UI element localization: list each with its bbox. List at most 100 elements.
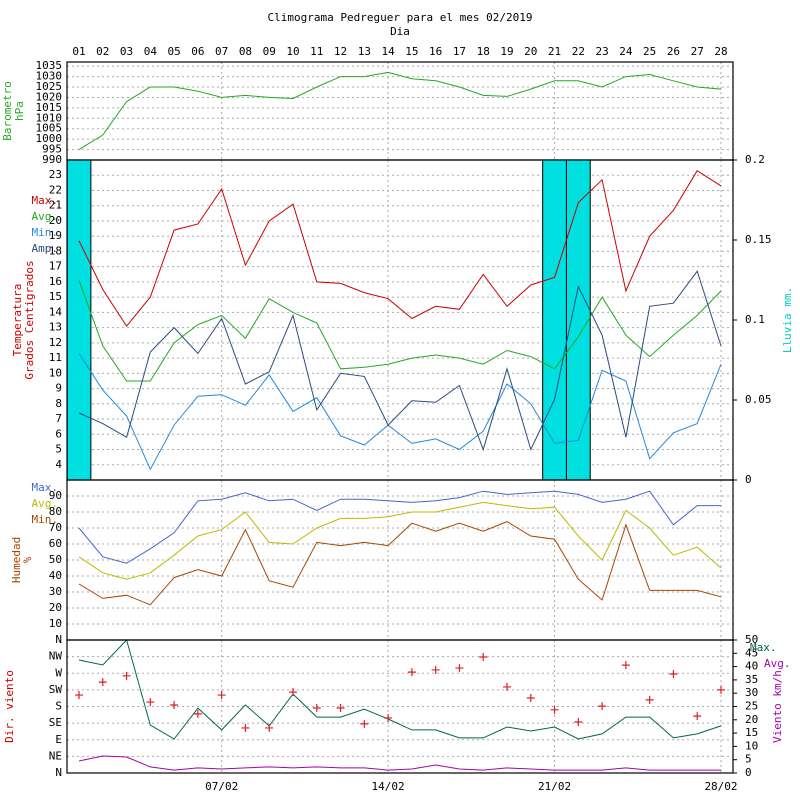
wind-direction-mark: [693, 712, 702, 721]
y-tick-label: 21: [49, 199, 62, 212]
y-tick-label: 60: [49, 537, 62, 550]
day-label: 20: [524, 45, 537, 58]
y2-tick-label: 45: [745, 646, 758, 659]
day-label: 03: [120, 45, 133, 58]
day-label: 11: [310, 45, 323, 58]
day-label: 28: [714, 45, 727, 58]
y-tick-label: 1010: [36, 111, 63, 124]
y-tick-label: 1035: [36, 59, 63, 72]
wind-direction-mark: [645, 695, 654, 704]
legend-entry: Max.: [32, 194, 59, 207]
chart-subtitle: Dia: [390, 25, 410, 38]
wind-direction-mark: [241, 723, 250, 732]
y-tick-label: 20: [49, 601, 62, 614]
wind-direction-mark: [217, 691, 226, 700]
day-label: 27: [691, 45, 704, 58]
y-axis-label: Temperatura: [11, 284, 24, 357]
y2-tick-label: 25: [745, 700, 758, 713]
series-line: [78, 270, 722, 452]
y-tick-label: 20: [49, 214, 62, 227]
y-tick-label: NE: [49, 749, 62, 762]
wind-direction-mark: [193, 709, 202, 718]
y-tick-label: 1000: [36, 132, 63, 145]
day-label: 06: [191, 45, 204, 58]
wind-direction-mark: [265, 723, 274, 732]
legend-entry: Min.: [32, 226, 59, 239]
y-axis-label: Barometro: [1, 81, 14, 141]
wind-direction-mark: [407, 668, 416, 677]
y2-tick-label: 0.2: [745, 153, 765, 166]
wind-direction-mark: [598, 702, 607, 711]
wind-direction-mark: [384, 713, 393, 722]
y-tick-label: 14: [49, 305, 63, 318]
day-label: 23: [595, 45, 608, 58]
y2-tick-label: 15: [745, 726, 758, 739]
y-axis-label: hPa: [13, 101, 26, 121]
y-tick-label: 40: [49, 569, 62, 582]
y-tick-label: 90: [49, 489, 62, 502]
y-tick-label: 16: [49, 275, 62, 288]
y-tick-label: 17: [49, 260, 62, 273]
y-tick-label: 4: [55, 458, 62, 471]
day-label: 05: [167, 45, 180, 58]
y-tick-label: 10: [49, 617, 62, 630]
y-tick-label: 12: [49, 336, 62, 349]
y-tick-label: 1005: [36, 122, 63, 135]
series-line: [78, 501, 722, 580]
day-label: 09: [263, 45, 276, 58]
wind-direction-mark: [550, 705, 559, 714]
day-label: 10: [286, 45, 299, 58]
y-tick-label: NW: [49, 650, 63, 663]
y-tick-label: 22: [49, 183, 62, 196]
y2-tick-label: 10: [745, 739, 758, 752]
y-tick-label: 995: [42, 143, 62, 156]
x-tick-label: 07/02: [205, 780, 238, 793]
y-tick-label: 1015: [36, 101, 63, 114]
y-axis-label: Grados Centigrados: [23, 260, 36, 379]
y-tick-label: 18: [49, 244, 62, 257]
series-line: [78, 353, 722, 471]
y-tick-label: 19: [49, 229, 62, 242]
series-line: [78, 755, 721, 771]
wind-direction-mark: [75, 691, 83, 700]
y2-tick-label: 0.15: [745, 233, 772, 246]
wind-direction-mark: [170, 701, 179, 710]
y2-tick-label: 5: [745, 753, 752, 766]
y2-axis-label: Viento km/h: [771, 670, 784, 743]
legend-entry: Avg.: [764, 657, 791, 670]
day-label: 14: [381, 45, 395, 58]
y2-tick-label: 30: [745, 686, 758, 699]
y-tick-label: N: [55, 766, 62, 779]
wind-direction-mark: [289, 688, 297, 697]
day-label: 15: [405, 45, 418, 58]
y-tick-label: 7: [55, 412, 62, 425]
y-tick-label: S: [55, 700, 62, 713]
y2-tick-label: 40: [745, 660, 758, 673]
rain-bar: [66, 159, 92, 481]
wind-direction-mark: [312, 703, 321, 712]
wind-direction-mark: [336, 703, 345, 712]
series-line: [78, 490, 721, 564]
rain-bar: [565, 159, 591, 481]
y-tick-label: 6: [55, 427, 62, 440]
y-tick-label: 11: [49, 351, 62, 364]
y2-tick-label: 20: [745, 713, 758, 726]
y-tick-label: 5: [55, 443, 62, 456]
day-label: 04: [144, 45, 158, 58]
wind-direction-mark: [479, 652, 488, 661]
y2-tick-label: 0: [745, 766, 752, 779]
day-label: 08: [239, 45, 252, 58]
day-label: 07: [215, 45, 228, 58]
y-tick-label: 13: [49, 321, 62, 334]
series-line: [78, 639, 722, 740]
day-label: 24: [619, 45, 633, 58]
day-label: 19: [500, 45, 513, 58]
day-label: 22: [572, 45, 585, 58]
legend-entry: Avg.: [32, 210, 59, 223]
y2-tick-label: 0.1: [745, 313, 765, 326]
day-label: 12: [334, 45, 347, 58]
y-tick-label: 15: [49, 290, 62, 303]
y-tick-label: 70: [49, 521, 62, 534]
y-tick-label: N: [55, 633, 62, 646]
